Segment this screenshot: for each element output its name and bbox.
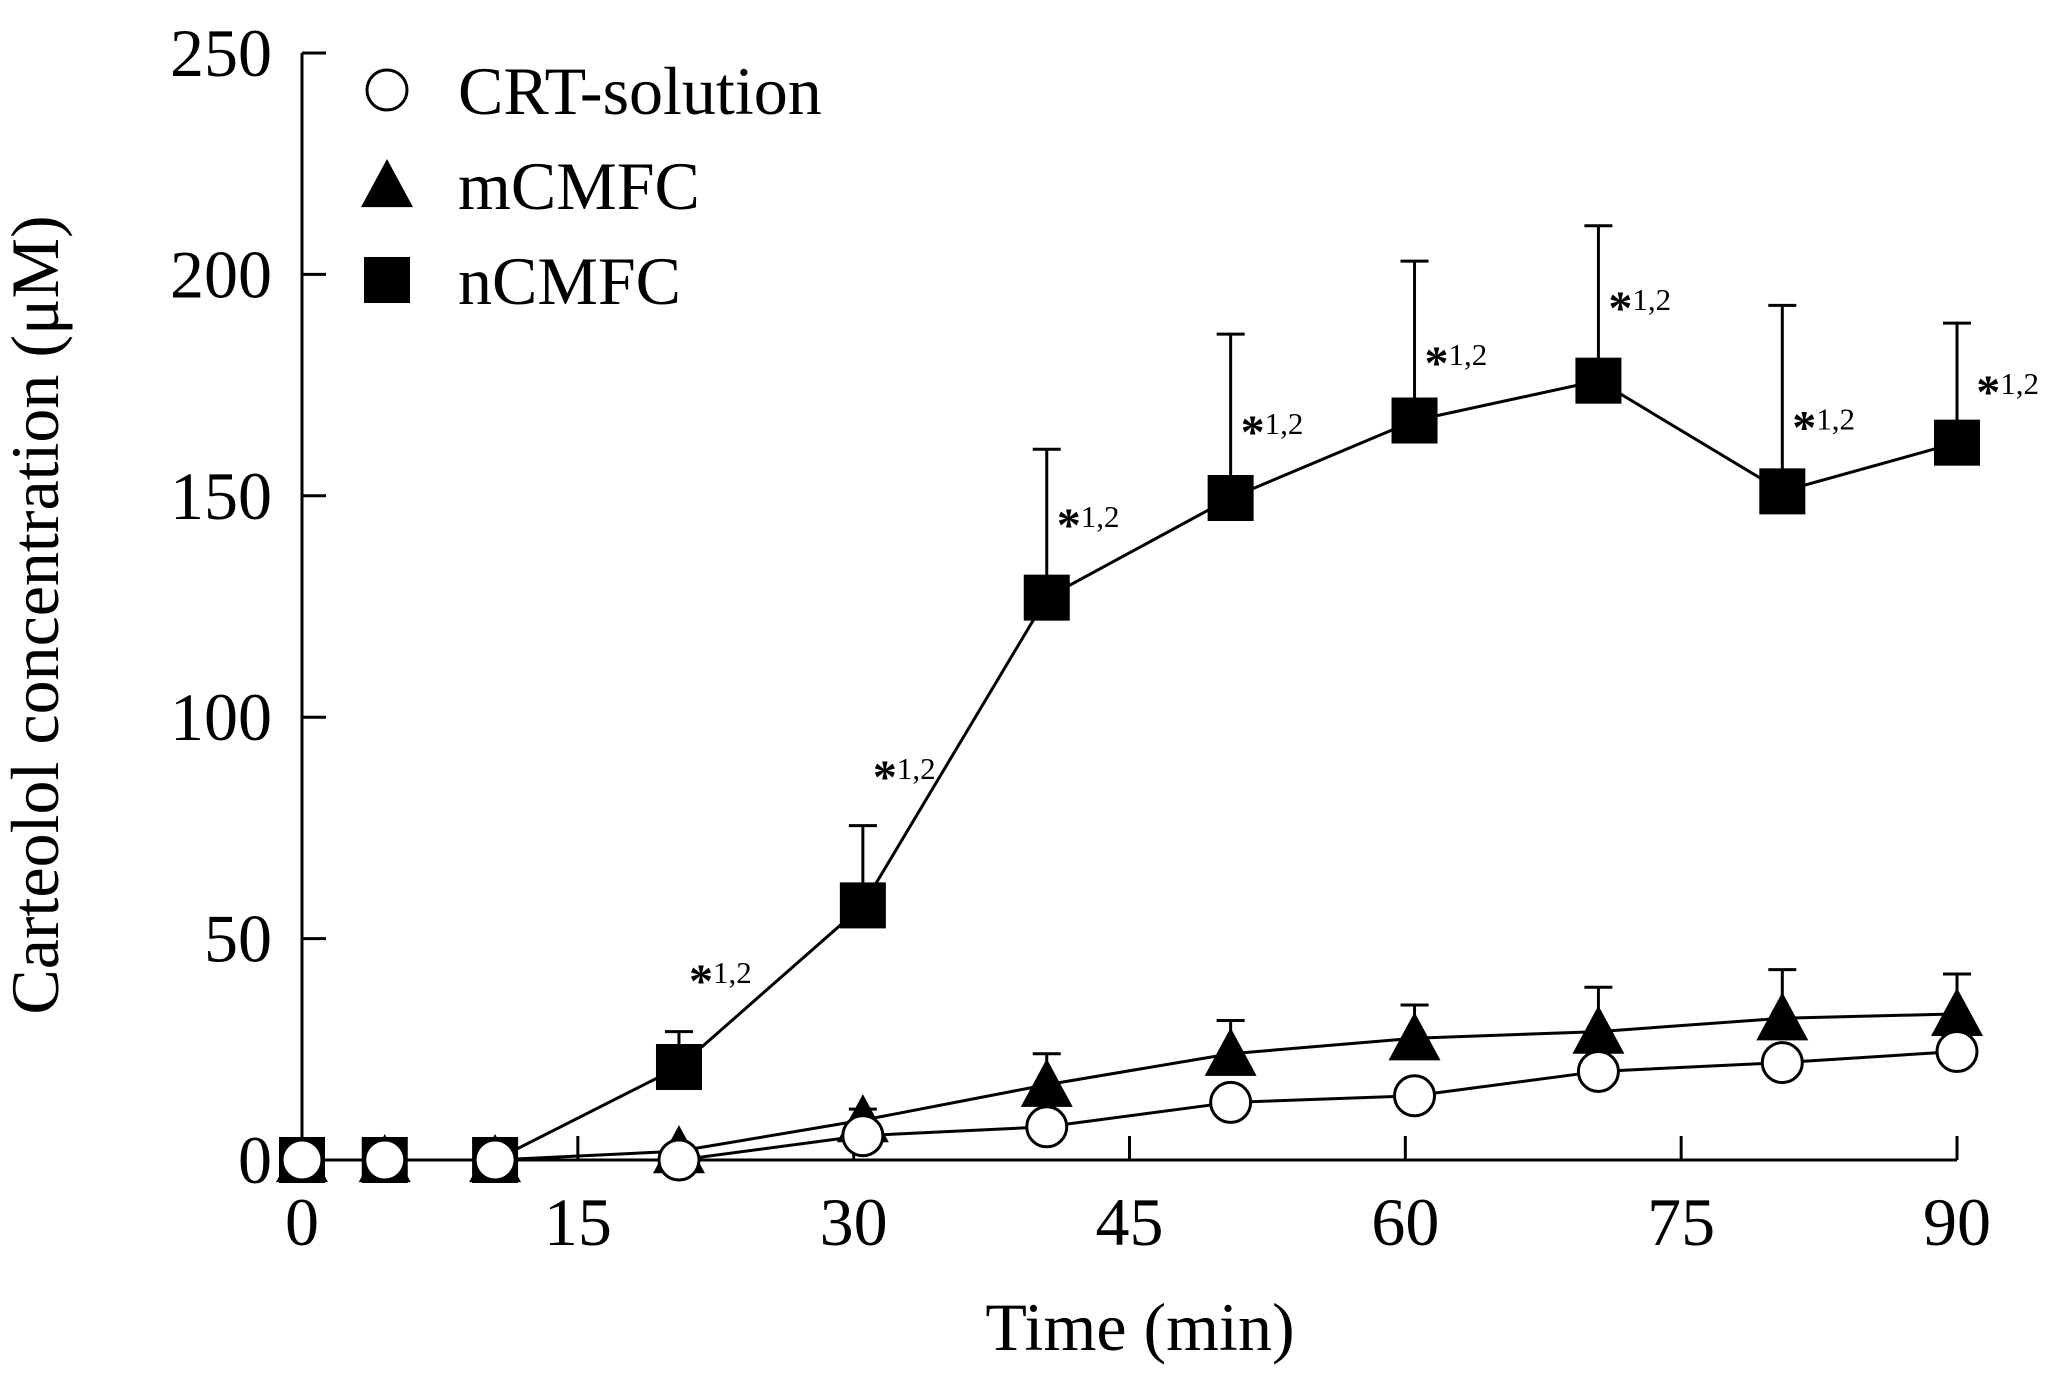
- significance-label: *1,2: [1608, 282, 1671, 335]
- significance-label: *1,2: [1976, 366, 2039, 419]
- significance-label: *1,2: [1425, 337, 1488, 390]
- data-point: [473, 1138, 517, 1182]
- legend: CRT-solution mCMFC nCMFC: [361, 53, 822, 319]
- data-point: [657, 1138, 701, 1182]
- legend-marker: [364, 257, 410, 303]
- significance-label: *1,2: [1241, 406, 1304, 459]
- significance-label: *1,2: [873, 751, 936, 804]
- y-tick-label: 150: [170, 458, 272, 534]
- data-point: [1388, 1012, 1441, 1061]
- legend-marker: [361, 159, 413, 208]
- data-point: [839, 882, 886, 929]
- x-tick-label: 0: [285, 1184, 319, 1260]
- series-nCMFC: [279, 224, 1980, 1183]
- y-tick-label: 250: [170, 15, 272, 91]
- series-line: [302, 379, 1958, 1162]
- y-tick-label: 0: [238, 1122, 272, 1198]
- annotation-layer: *1,2 *1,2 *1,2 *1,2 *1,2 *1,2 *1,2 *1,2: [689, 282, 2039, 1008]
- data-point: [841, 1114, 885, 1158]
- legend-label: mCMFC: [458, 148, 700, 224]
- data-point: [1207, 475, 1254, 522]
- significance-label: *1,2: [1792, 401, 1855, 454]
- y-axis-title: Carteolol concentration (μM): [0, 215, 73, 1014]
- data-point: [363, 1138, 407, 1182]
- data-point: [1023, 574, 1070, 621]
- data-point: [1391, 397, 1438, 444]
- data-point: [1204, 1027, 1257, 1076]
- data-point: [1572, 1005, 1625, 1054]
- data-point: [1209, 1080, 1253, 1124]
- series-CRT-solution: [280, 1030, 1979, 1182]
- legend-marker: [365, 68, 409, 112]
- data-point: [655, 1044, 702, 1091]
- x-tick-label: 45: [1096, 1184, 1164, 1260]
- data-point: [1759, 468, 1806, 515]
- x-tick-label: 90: [1923, 1184, 1991, 1260]
- data-point: [1020, 1058, 1073, 1107]
- data-point: [1760, 1041, 1804, 1085]
- legend-label: nCMFC: [458, 243, 681, 319]
- legend-item: nCMFC: [364, 243, 681, 319]
- data-point: [1934, 419, 1980, 466]
- x-axis-title: Time (min): [985, 1289, 1294, 1365]
- axes: 0 50 100 150 200 250 0 15 30 45 60 75 90: [170, 15, 1991, 1260]
- data-point: [1576, 1049, 1620, 1093]
- data-point: [1931, 987, 1983, 1036]
- data-point: [1756, 992, 1809, 1041]
- significance-label: *1,2: [689, 955, 752, 1008]
- x-tick-label: 75: [1647, 1184, 1715, 1260]
- x-tick-label: 60: [1371, 1184, 1439, 1260]
- y-tick-label: 200: [170, 236, 272, 312]
- legend-item: mCMFC: [361, 148, 700, 224]
- significance-label: *1,2: [1057, 499, 1120, 552]
- legend-label: CRT-solution: [458, 53, 822, 129]
- legend-item: CRT-solution: [365, 53, 822, 129]
- data-point: [1025, 1105, 1069, 1149]
- x-tick-label: 15: [544, 1184, 612, 1260]
- x-tick-label: 30: [820, 1184, 888, 1260]
- data-point: [280, 1138, 324, 1182]
- data-point: [1935, 1030, 1979, 1074]
- data-point: [1575, 357, 1622, 404]
- y-tick-label: 50: [204, 901, 272, 977]
- data-point: [1393, 1074, 1437, 1118]
- y-tick-label: 100: [170, 679, 272, 755]
- series-layer: [276, 224, 1983, 1183]
